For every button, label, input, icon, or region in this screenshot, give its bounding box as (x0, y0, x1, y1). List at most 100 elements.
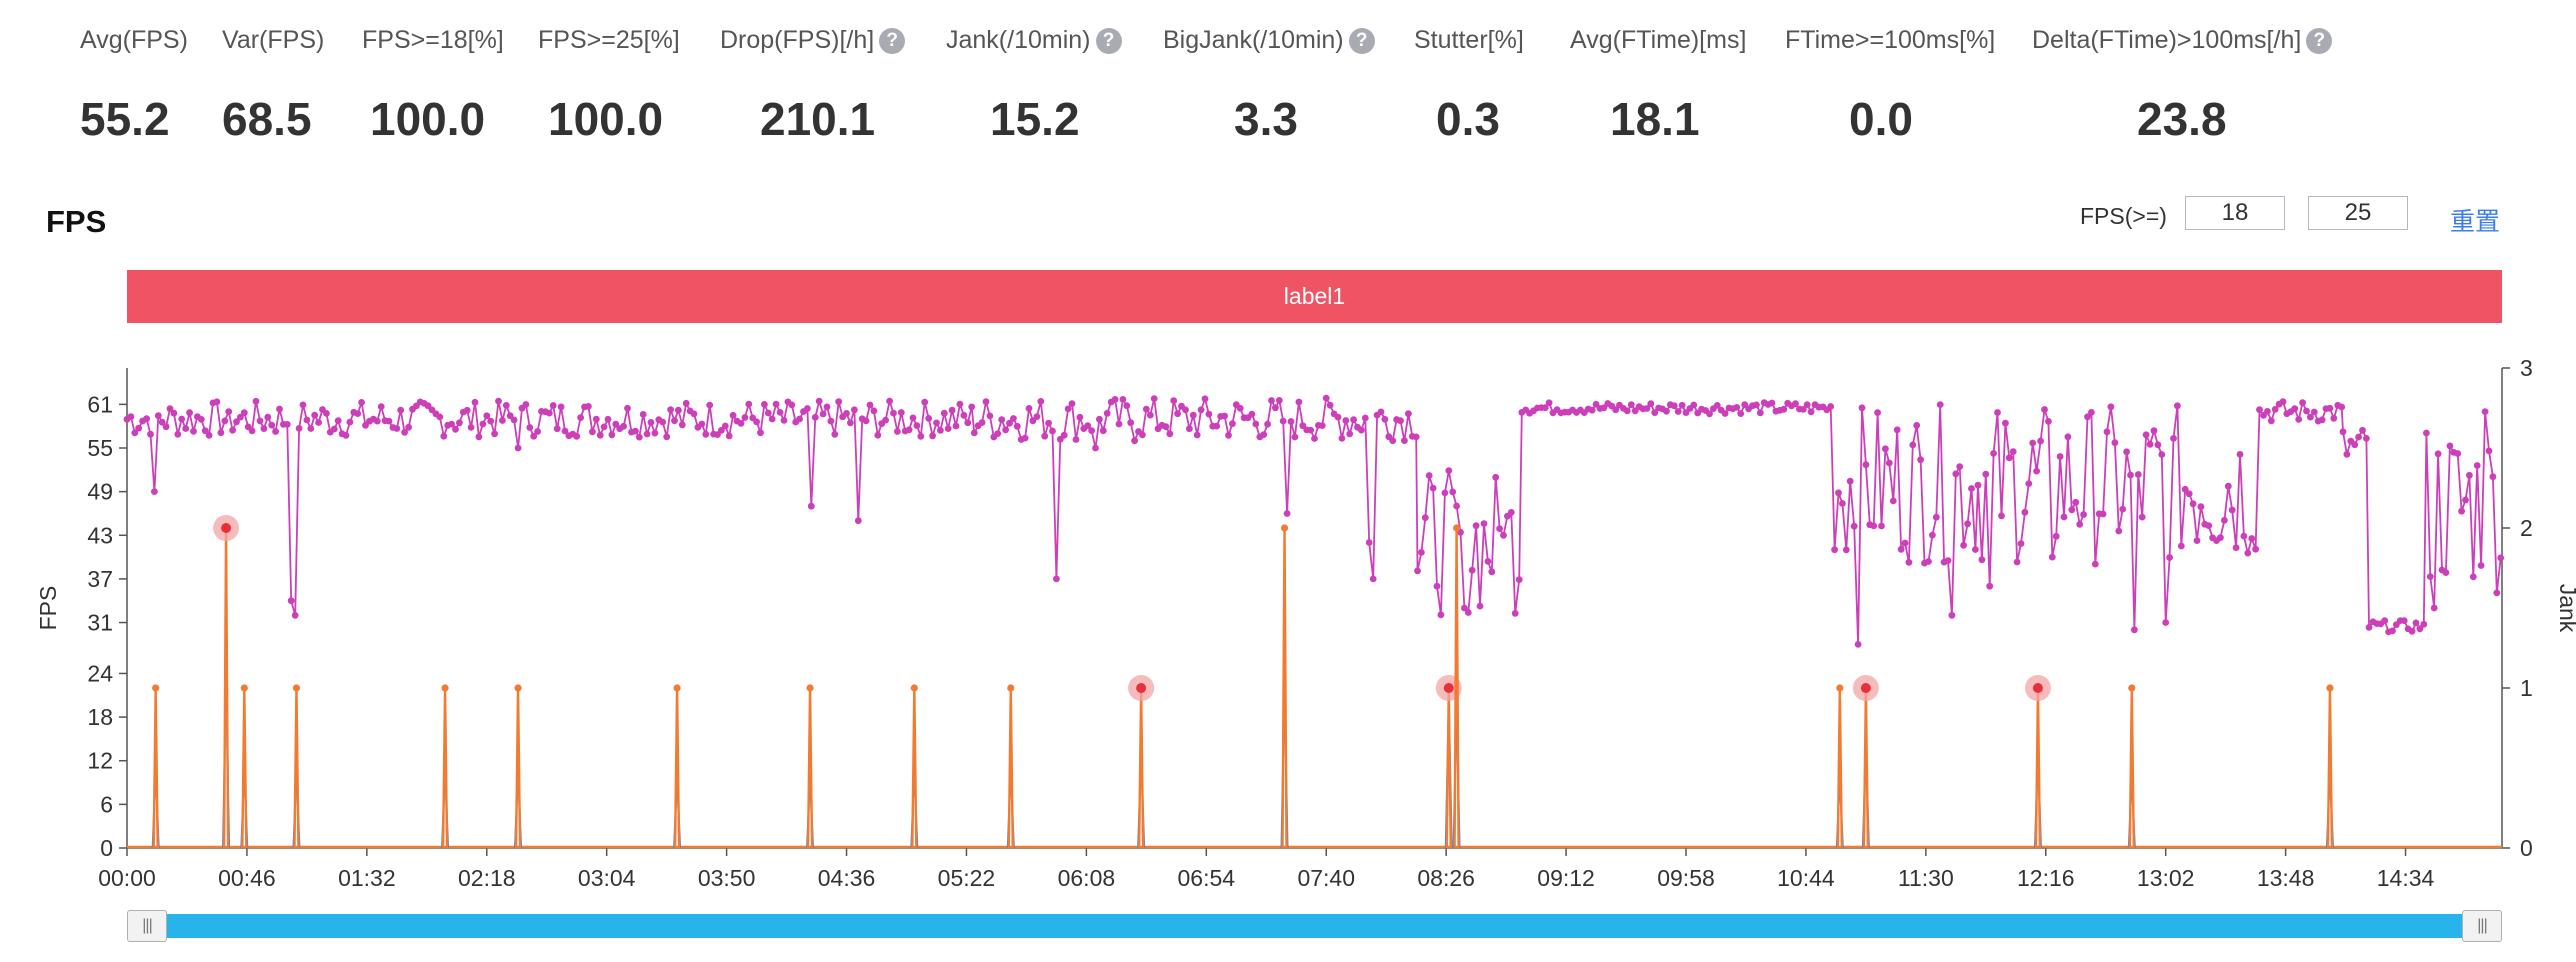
fps-point[interactable] (1377, 408, 1385, 416)
fps-point[interactable] (643, 430, 651, 438)
jank-point[interactable] (240, 684, 248, 692)
fps-point[interactable] (1925, 558, 1932, 565)
fps-point[interactable] (522, 401, 530, 408)
fps-point[interactable] (577, 414, 584, 421)
fps-point[interactable] (2044, 418, 2052, 425)
fps-point[interactable] (158, 418, 166, 426)
fps-point[interactable] (467, 424, 475, 431)
fps-point[interactable] (2091, 560, 2099, 568)
fps-point[interactable] (1350, 416, 1357, 424)
fps-point[interactable] (937, 427, 944, 434)
fps-point[interactable] (1905, 558, 1913, 566)
fps-point[interactable] (667, 406, 674, 413)
fps-point[interactable] (205, 431, 213, 439)
fps-point[interactable] (2029, 439, 2037, 447)
fps-point[interactable] (1974, 481, 1982, 489)
slider-left-handle[interactable]: ||| (127, 910, 167, 942)
fps-point[interactable] (1437, 611, 1445, 619)
fps-point[interactable] (1944, 557, 1952, 564)
fps-point[interactable] (499, 417, 506, 424)
fps-point[interactable] (479, 420, 487, 428)
fps-point[interactable] (1885, 459, 1893, 467)
jank-point[interactable] (1452, 524, 1461, 532)
jank-spike[interactable] (1445, 687, 1452, 849)
fps-point[interactable] (721, 422, 729, 430)
fps-point[interactable] (768, 415, 776, 423)
fps-point[interactable] (604, 415, 612, 423)
fps-point[interactable] (1150, 395, 1158, 402)
fps-point[interactable] (2400, 617, 2408, 624)
fps-point[interactable] (1418, 549, 1425, 556)
fps-point[interactable] (2080, 511, 2088, 518)
fps-point[interactable] (291, 611, 299, 619)
fps-point[interactable] (440, 432, 448, 440)
fps-point[interactable] (718, 426, 725, 434)
fps-point[interactable] (1956, 463, 1964, 470)
fps-point[interactable] (1461, 604, 1468, 612)
fps-point[interactable] (1721, 410, 1729, 417)
fps-point[interactable] (1445, 467, 1453, 474)
fps-point[interactable] (561, 427, 569, 435)
fps-point[interactable] (385, 417, 393, 425)
fps-point[interactable] (2009, 448, 2017, 455)
fps-point[interactable] (2146, 440, 2154, 448)
fps-point[interactable] (1279, 417, 1287, 425)
fps-point[interactable] (1275, 397, 1283, 404)
fps-point[interactable] (835, 398, 843, 406)
fps-point[interactable] (854, 517, 862, 525)
fps-point[interactable] (1264, 420, 1271, 428)
fps-point[interactable] (1803, 401, 1811, 408)
fps-point[interactable] (1049, 427, 1056, 435)
fps-point[interactable] (960, 411, 968, 419)
fps-point[interactable] (256, 417, 264, 425)
fps-point[interactable] (1260, 431, 1268, 438)
fps-point[interactable] (1674, 408, 1682, 415)
fps-point[interactable] (921, 398, 929, 406)
fps-point[interactable] (1780, 405, 1788, 413)
jank-marker-dot[interactable] (221, 523, 232, 533)
fps-point[interactable] (1998, 512, 2005, 520)
jank-point[interactable] (2128, 684, 2136, 692)
jank-spike[interactable] (2128, 687, 2136, 849)
fps-point[interactable] (1287, 418, 1295, 425)
fps-point[interactable] (307, 425, 315, 432)
fps-point[interactable] (2295, 416, 2303, 423)
fps-point[interactable] (1429, 484, 1437, 492)
fps-point[interactable] (2224, 482, 2232, 490)
fps-point[interactable] (2338, 403, 2346, 411)
fps-point[interactable] (1041, 432, 1049, 440)
fps-point[interactable] (2363, 435, 2370, 442)
fps-point[interactable] (1515, 576, 1523, 583)
fps-point[interactable] (1002, 426, 1009, 434)
fps-point[interactable] (596, 431, 604, 439)
fps-point[interactable] (2013, 558, 2021, 566)
jank-spike[interactable] (293, 687, 300, 849)
fps-point[interactable] (956, 400, 964, 408)
help-icon[interactable]: ? (1348, 27, 1375, 54)
fps-point[interactable] (1468, 566, 1476, 574)
fps-point[interactable] (647, 419, 655, 426)
fps-point[interactable] (1166, 430, 1174, 438)
fps-point[interactable] (1600, 404, 1608, 412)
fps-point[interactable] (1909, 441, 1917, 449)
fps-point[interactable] (1342, 417, 1350, 424)
fps-point[interactable] (221, 417, 229, 425)
fps-point[interactable] (174, 430, 182, 438)
fps-point[interactable] (1792, 400, 1799, 408)
fps-point[interactable] (1827, 403, 1835, 410)
fps-point[interactable] (1142, 405, 1150, 413)
fps-point[interactable] (1647, 400, 1655, 408)
fps-point[interactable] (706, 401, 714, 409)
slider-right-handle[interactable]: ||| (2462, 910, 2502, 942)
fps-point[interactable] (1627, 401, 1635, 409)
fps-point[interactable] (2466, 471, 2473, 479)
fps-point[interactable] (268, 421, 276, 429)
fps-point[interactable] (1982, 470, 1990, 478)
fps-point[interactable] (2423, 429, 2430, 437)
fps-point[interactable] (237, 413, 244, 421)
fps-point[interactable] (1084, 422, 1092, 430)
fps-point[interactable] (1986, 582, 1994, 590)
fps-point[interactable] (2193, 537, 2201, 544)
fps-point[interactable] (1025, 405, 1033, 412)
fps-point[interactable] (1295, 398, 1303, 406)
